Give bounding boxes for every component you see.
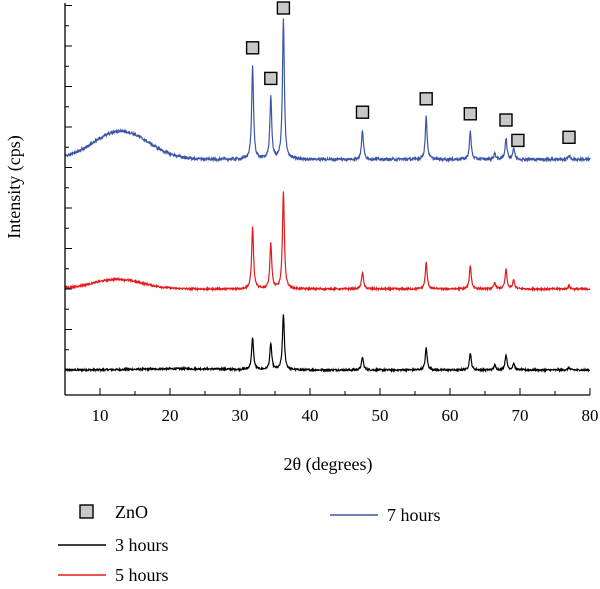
zno-marker-7 [499,113,513,127]
legend: ZnO 3 hours 5 hours 7 hours [58,502,441,585]
axes: 10 20 30 40 50 60 70 80 [64,3,599,425]
zno-markers [245,1,576,148]
series-line-3-hours [64,314,591,374]
plot-lines [64,18,591,374]
zno-marker-2 [264,71,278,86]
x-tick-label: 60 [442,406,459,425]
x-tick-label: 80 [582,406,599,425]
legend-item-5-hours: 5 hours [58,565,169,585]
x-tick-label: 70 [512,406,529,425]
x-tick-label: 30 [232,406,249,425]
x-tick-label: 50 [372,406,389,425]
legend-label: 7 hours [387,505,441,525]
zno-marker-8 [511,133,525,148]
x-axis-title: 2θ (degrees) [283,454,372,475]
zno-marker-3 [276,1,291,15]
x-tick-label: 10 [92,406,109,425]
zno-marker-6 [463,107,477,121]
legend-swatch-marker [79,504,94,519]
legend-label: 3 hours [115,535,169,555]
y-axis-title: Intensity (cps) [4,135,25,238]
zno-marker-9 [562,130,576,145]
zno-marker-1 [245,41,260,55]
x-tick-label: 40 [302,406,319,425]
legend-item-3-hours: 3 hours [58,535,169,555]
x-tick-label: 20 [162,406,179,425]
series-line-7-hours [64,18,591,163]
zno-marker-4 [355,105,370,119]
legend-label: ZnO [115,502,148,522]
legend-label: 5 hours [115,565,169,585]
legend-item-7-hours: 7 hours [330,505,441,525]
zno-marker-5 [419,92,433,106]
legend-item-ZnO: ZnO [79,502,148,522]
series-line-5-hours [64,191,591,293]
